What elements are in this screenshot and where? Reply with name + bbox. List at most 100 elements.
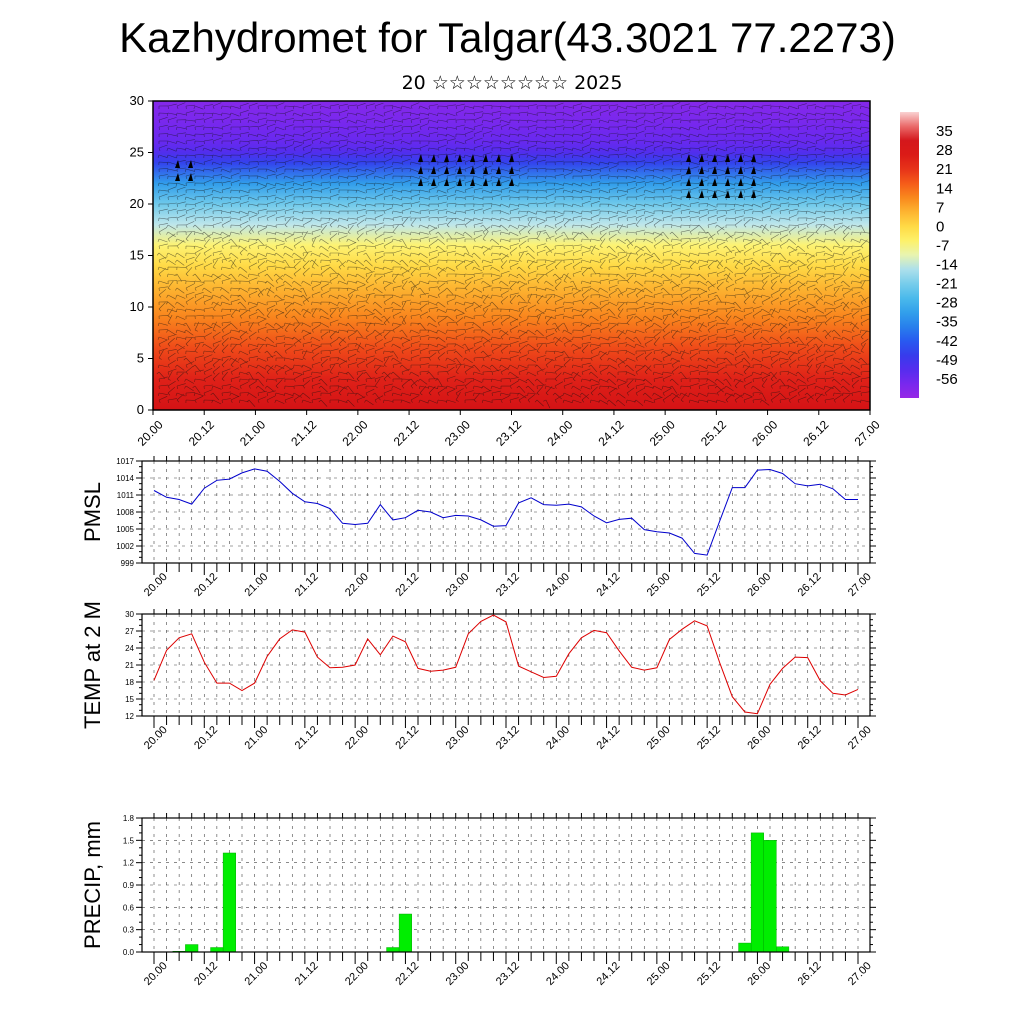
colorbar-label: -28 bbox=[936, 295, 958, 312]
x-tick-label: 26.12 bbox=[796, 724, 824, 752]
x-tick-label: 24.12 bbox=[594, 724, 622, 752]
wind-barbs bbox=[156, 102, 871, 409]
temp-panel bbox=[136, 609, 876, 728]
x-tick-label: 25.00 bbox=[645, 724, 673, 752]
heatmap-x-tick-label: 26.12 bbox=[800, 417, 831, 448]
heatmap-x-tick-label: 20.12 bbox=[186, 417, 217, 448]
y-axis-label: PRECIP, mm bbox=[80, 821, 105, 949]
x-tick-label: 23.12 bbox=[494, 960, 522, 988]
precip-bar bbox=[398, 913, 412, 953]
pmsl-panel bbox=[136, 456, 876, 575]
colorbar-label: 28 bbox=[936, 142, 953, 159]
colorbar-label: -42 bbox=[936, 333, 958, 350]
y-tick-label: 1017 bbox=[116, 457, 134, 466]
x-tick-label: 27.00 bbox=[846, 571, 874, 599]
wind-pennants bbox=[175, 154, 756, 198]
colorbar-label: -49 bbox=[936, 352, 958, 369]
precip-bar bbox=[210, 947, 224, 953]
x-tick-label: 25.12 bbox=[695, 960, 723, 988]
heatmap-x-tick-label: 20.00 bbox=[135, 417, 166, 448]
x-tick-label: 20.00 bbox=[142, 571, 170, 599]
colorbar-label: 14 bbox=[936, 180, 953, 197]
x-tick-label: 22.00 bbox=[343, 960, 371, 988]
x-tick-label: 23.00 bbox=[444, 724, 472, 752]
x-tick-label: 24.00 bbox=[544, 571, 572, 599]
x-tick-label: 20.00 bbox=[142, 724, 170, 752]
x-tick-label: 20.12 bbox=[192, 571, 220, 599]
colorbar-label: 21 bbox=[936, 161, 953, 178]
x-tick-label: 27.00 bbox=[846, 724, 874, 752]
x-tick-label: 20.00 bbox=[142, 960, 170, 988]
y-tick-label: 1008 bbox=[116, 508, 134, 517]
x-tick-label: 21.00 bbox=[242, 724, 270, 752]
x-tick-label: 25.12 bbox=[695, 724, 723, 752]
y-tick-label: 1014 bbox=[116, 474, 134, 483]
precip-panel bbox=[136, 813, 876, 964]
y-tick-label: 1.8 bbox=[123, 814, 135, 823]
y-tick-label: 1.2 bbox=[123, 859, 135, 868]
x-tick-label: 26.00 bbox=[745, 960, 773, 988]
x-tick-label: 22.12 bbox=[393, 571, 421, 599]
x-tick-label: 21.12 bbox=[293, 571, 321, 599]
x-tick-label: 23.12 bbox=[494, 571, 522, 599]
colorbar-label: -35 bbox=[936, 314, 958, 331]
heatmap-x-tick-label: 24.00 bbox=[544, 417, 575, 448]
page-subtitle: 20 ☆☆☆☆☆☆☆☆ 2025 bbox=[401, 72, 623, 94]
y-tick-label: 1005 bbox=[116, 525, 134, 534]
page-title: Kazhydromet for Talgar(43.3021 77.2273) bbox=[119, 14, 896, 61]
y-tick-label: 18 bbox=[125, 678, 134, 687]
heatmap-x-tick-label: 26.00 bbox=[749, 417, 780, 448]
heatmap-y-tick-label: 20 bbox=[130, 196, 144, 211]
x-tick-label: 26.12 bbox=[796, 571, 824, 599]
x-tick-label: 21.00 bbox=[242, 960, 270, 988]
precip-bar bbox=[185, 944, 199, 953]
y-tick-label: 1002 bbox=[116, 542, 134, 551]
colorbar-label: 0 bbox=[936, 218, 944, 235]
y-tick-label: 24 bbox=[125, 644, 134, 653]
x-tick-label: 24.00 bbox=[544, 724, 572, 752]
x-tick-label: 26.00 bbox=[745, 571, 773, 599]
colorbar-label: 7 bbox=[936, 199, 944, 216]
x-tick-label: 21.00 bbox=[242, 571, 270, 599]
heatmap-y-tick-label: 0 bbox=[137, 402, 144, 417]
y-tick-label: 0.3 bbox=[123, 926, 135, 935]
x-tick-label: 22.00 bbox=[343, 724, 371, 752]
heatmap-x-tick-label: 21.12 bbox=[288, 417, 319, 448]
precip-bar bbox=[386, 947, 400, 953]
heatmap-x-tick-label: 23.12 bbox=[493, 417, 524, 448]
x-tick-label: 21.12 bbox=[293, 960, 321, 988]
y-tick-label: 999 bbox=[121, 559, 135, 568]
heatmap-y-tick-label: 10 bbox=[130, 299, 144, 314]
x-tick-label: 25.00 bbox=[645, 960, 673, 988]
x-tick-label: 26.00 bbox=[745, 724, 773, 752]
colorbar-label: 35 bbox=[936, 123, 953, 140]
y-tick-label: 12 bbox=[125, 712, 134, 721]
heatmap-x-tick-label: 25.00 bbox=[647, 417, 678, 448]
x-tick-label: 24.00 bbox=[544, 960, 572, 988]
y-tick-label: 21 bbox=[125, 661, 134, 670]
heatmap-y-tick-label: 5 bbox=[137, 351, 144, 366]
heatmap-x-tick-label: 21.00 bbox=[237, 417, 268, 448]
y-tick-label: 27 bbox=[125, 627, 134, 636]
heatmap-x-tick-label: 24.12 bbox=[596, 417, 627, 448]
x-tick-label: 24.12 bbox=[594, 571, 622, 599]
x-tick-label: 23.00 bbox=[444, 571, 472, 599]
heatmap-x-tick-label: 22.00 bbox=[339, 417, 370, 448]
x-tick-label: 23.12 bbox=[494, 724, 522, 752]
x-tick-label: 25.12 bbox=[695, 571, 723, 599]
y-tick-label: 0.0 bbox=[123, 948, 135, 957]
precip-bar bbox=[222, 852, 236, 953]
precip-bar bbox=[776, 946, 790, 953]
colorbar-label: -21 bbox=[936, 276, 958, 293]
x-tick-label: 20.12 bbox=[192, 960, 220, 988]
x-tick-label: 25.00 bbox=[645, 571, 673, 599]
y-axis-label: PMSL bbox=[80, 482, 105, 542]
colorbar-label: -56 bbox=[936, 371, 958, 388]
y-tick-label: 15 bbox=[125, 695, 134, 704]
colorbar bbox=[900, 112, 919, 398]
series-line bbox=[153, 468, 858, 556]
y-tick-label: 1.5 bbox=[123, 836, 135, 845]
y-tick-label: 0.6 bbox=[123, 903, 135, 912]
colorbar-label: -14 bbox=[936, 257, 958, 274]
